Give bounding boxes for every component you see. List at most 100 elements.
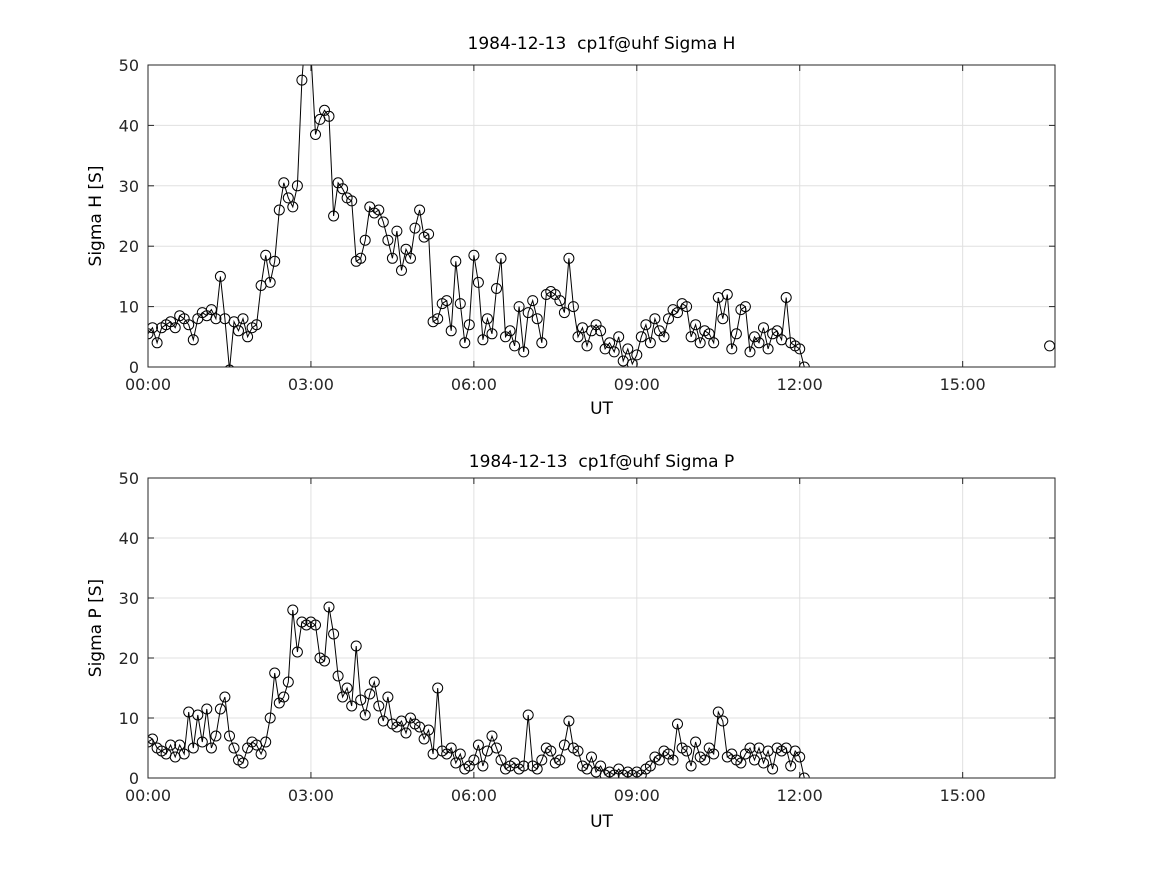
data-marker bbox=[794, 751, 806, 763]
data-marker bbox=[663, 313, 674, 325]
data-marker bbox=[581, 340, 593, 352]
y-tick-label: 40 bbox=[119, 116, 139, 135]
data-marker bbox=[273, 204, 285, 216]
axis-ticks: 00:00 03:00 06:00 09:00 12:00 15:00 0 10 20 30 40 5… bbox=[119, 469, 1055, 805]
data-marker bbox=[355, 694, 367, 706]
data-marker bbox=[445, 325, 457, 337]
data-marker bbox=[183, 319, 195, 331]
x-tick-label: 15:00 bbox=[940, 375, 986, 394]
data-marker bbox=[291, 180, 303, 192]
data-marker bbox=[794, 343, 806, 355]
x-tick-label: 00:00 bbox=[125, 786, 171, 805]
data-marker bbox=[278, 691, 290, 703]
y-tick-label: 50 bbox=[119, 469, 139, 488]
data-marker bbox=[432, 682, 444, 694]
data-marker bbox=[635, 331, 647, 343]
data-marker bbox=[771, 325, 783, 337]
data-marker bbox=[672, 307, 683, 319]
data-marker bbox=[798, 361, 810, 367]
data-marker bbox=[237, 757, 249, 769]
data-marker bbox=[278, 177, 290, 189]
data-marker bbox=[214, 270, 226, 282]
x-tick-label: 09:00 bbox=[614, 375, 660, 394]
data-marker bbox=[608, 346, 620, 358]
data-marker bbox=[251, 319, 263, 331]
data-marker bbox=[558, 307, 570, 319]
data-marker bbox=[495, 754, 507, 766]
x-tick-label: 12:00 bbox=[777, 375, 823, 394]
data-marker bbox=[536, 754, 548, 766]
data-marker bbox=[504, 325, 516, 337]
data-marker bbox=[205, 304, 217, 316]
data-marker bbox=[681, 745, 693, 757]
data-marker bbox=[282, 676, 294, 688]
data-marker bbox=[531, 763, 543, 775]
data-marker bbox=[735, 757, 747, 769]
data-marker bbox=[785, 760, 797, 772]
data-marker bbox=[703, 328, 715, 340]
data-marker bbox=[454, 298, 466, 310]
data-marker bbox=[414, 204, 426, 216]
y-tick-label: 30 bbox=[119, 177, 139, 196]
data-marker bbox=[269, 255, 281, 267]
data-marker bbox=[148, 328, 154, 340]
data-marker bbox=[355, 252, 367, 264]
data-marker bbox=[604, 337, 616, 349]
x-tick-label: 00:00 bbox=[125, 375, 171, 394]
data-marker bbox=[744, 742, 756, 754]
data-marker bbox=[237, 313, 249, 325]
data-marker bbox=[260, 736, 272, 748]
data-marker bbox=[653, 754, 665, 766]
data-marker bbox=[264, 276, 276, 288]
data-marker bbox=[260, 249, 272, 261]
data-marker bbox=[332, 670, 344, 682]
y-tick-label: 40 bbox=[119, 529, 139, 548]
data-marker bbox=[649, 313, 661, 325]
data-marker bbox=[690, 736, 702, 748]
data-marker bbox=[210, 313, 222, 325]
data-marker bbox=[337, 691, 349, 703]
data-marker bbox=[441, 295, 453, 307]
data-marker bbox=[201, 703, 213, 715]
data-marker bbox=[758, 757, 769, 769]
data-marker bbox=[228, 742, 240, 754]
data-marker bbox=[468, 754, 480, 766]
data-marker bbox=[323, 601, 335, 613]
sigma-p-xlabel: UT bbox=[590, 812, 613, 832]
data-marker bbox=[699, 754, 711, 766]
y-tick-label: 20 bbox=[119, 237, 139, 256]
data-marker bbox=[409, 222, 421, 234]
y-tick-label: 10 bbox=[119, 298, 139, 317]
data-marker bbox=[486, 328, 498, 340]
data-marker bbox=[567, 301, 579, 313]
data-marker bbox=[798, 772, 810, 778]
data-marker bbox=[323, 110, 335, 122]
data-marker bbox=[685, 760, 697, 772]
data-marker bbox=[400, 727, 412, 739]
data-marker bbox=[739, 301, 751, 313]
data-marker bbox=[346, 195, 358, 207]
data-marker bbox=[513, 301, 525, 313]
data-marker bbox=[242, 331, 254, 343]
data-marker bbox=[658, 331, 670, 343]
data-marker bbox=[717, 313, 729, 325]
data-marker bbox=[224, 364, 235, 367]
data-marker bbox=[685, 331, 697, 343]
sigma-h-title: 1984-12-13 cp1f@uhf Sigma H bbox=[467, 34, 736, 54]
data-marker bbox=[468, 249, 480, 261]
data-marker bbox=[359, 234, 371, 246]
sigma_h-series bbox=[148, 48, 1055, 367]
data-marker bbox=[644, 337, 656, 349]
data-marker bbox=[486, 730, 498, 742]
data-marker bbox=[423, 724, 435, 736]
data-marker bbox=[219, 691, 231, 703]
data-marker bbox=[522, 709, 534, 721]
data-marker bbox=[454, 748, 466, 760]
axes-box bbox=[147, 64, 1056, 368]
data-marker bbox=[287, 604, 299, 616]
data-marker bbox=[328, 628, 340, 640]
data-marker bbox=[563, 715, 575, 727]
data-marker bbox=[595, 325, 607, 337]
data-marker bbox=[640, 319, 652, 331]
data-marker bbox=[306, 48, 316, 58]
